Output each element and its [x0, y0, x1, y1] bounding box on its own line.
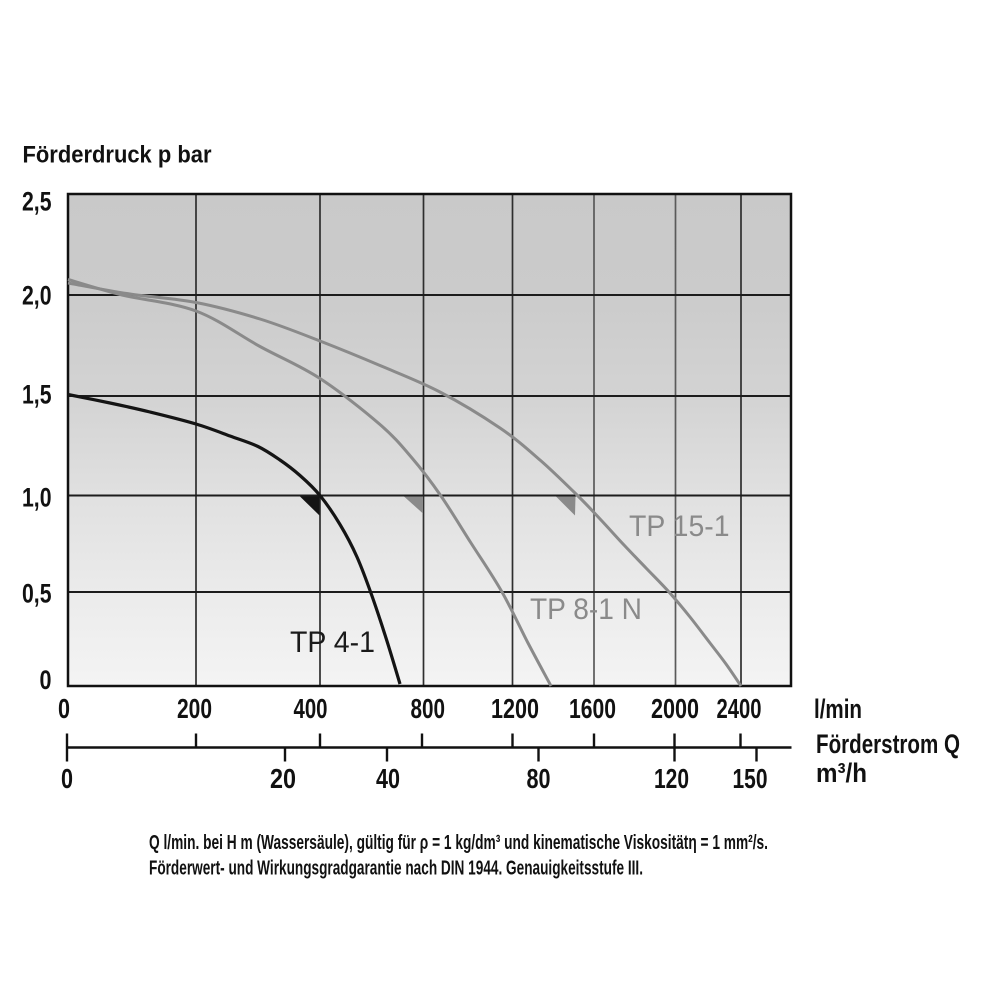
svg-text:2000: 2000	[651, 693, 699, 724]
svg-text:1,5: 1,5	[22, 380, 52, 410]
svg-text:40: 40	[376, 763, 400, 794]
svg-text:Q l/min. bei H m (Wassersäule): Q l/min. bei H m (Wassersäule), gültig f…	[149, 832, 768, 854]
svg-text:800: 800	[410, 693, 445, 724]
svg-text:2,0: 2,0	[22, 281, 52, 311]
svg-text:Förderdruck p bar: Förderdruck p bar	[23, 142, 212, 169]
svg-text:l/min: l/min	[814, 694, 862, 724]
svg-text:200: 200	[177, 693, 212, 724]
svg-text:1600: 1600	[569, 693, 616, 724]
svg-text:1,0: 1,0	[22, 483, 52, 513]
svg-text:TP 4-1: TP 4-1	[290, 626, 375, 659]
svg-text:400: 400	[294, 693, 328, 724]
svg-text:m³/h: m³/h	[816, 758, 867, 788]
svg-text:120: 120	[654, 763, 689, 794]
svg-text:TP 8-1 N: TP 8-1 N	[530, 593, 642, 626]
svg-text:0: 0	[40, 665, 52, 695]
svg-text:0: 0	[61, 763, 73, 794]
svg-text:0: 0	[58, 693, 70, 724]
svg-text:2,5: 2,5	[22, 187, 52, 217]
svg-text:0,5: 0,5	[22, 579, 52, 609]
svg-text:80: 80	[527, 763, 551, 794]
svg-text:Förderstrom Q: Förderstrom Q	[816, 729, 960, 759]
svg-text:Förderwert- und Wirkungsgradga: Förderwert- und Wirkungsgradgarantie nac…	[149, 858, 643, 880]
svg-text:1200: 1200	[491, 693, 539, 724]
svg-text:20: 20	[270, 763, 296, 794]
svg-text:150: 150	[733, 763, 768, 794]
svg-text:TP 15-1: TP 15-1	[629, 510, 730, 543]
svg-text:2400: 2400	[717, 693, 762, 724]
